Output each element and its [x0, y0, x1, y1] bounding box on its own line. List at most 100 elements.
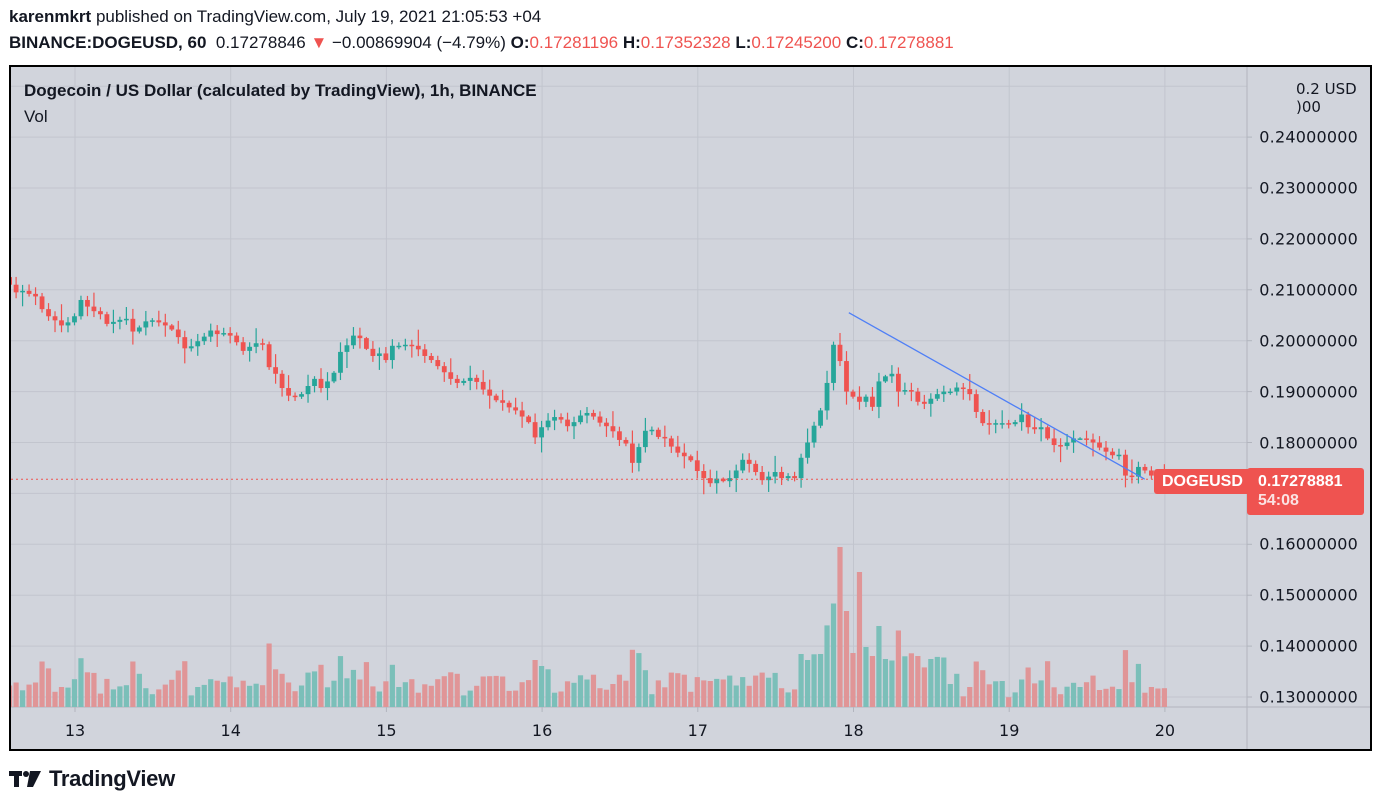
candle-body [111, 321, 116, 324]
candle-body [1116, 454, 1122, 457]
candle-body [266, 344, 272, 368]
volume-bar [811, 654, 817, 707]
volume-bar [428, 685, 434, 707]
volume-bar [915, 656, 921, 707]
volume-bar [843, 611, 850, 707]
candle-body [474, 377, 480, 382]
volume-bar [162, 684, 168, 707]
close-value: 0.17278881 [863, 33, 954, 52]
high-label: H: [622, 33, 641, 52]
price-axis-tick: 0.22000000 [1259, 229, 1358, 249]
volume-bar [584, 679, 590, 707]
time-axis-tick: 16 [531, 721, 553, 740]
candle-body [59, 320, 64, 326]
candle-body [273, 367, 278, 374]
volume-bar [908, 653, 914, 707]
candle-body [604, 422, 609, 427]
volume-bar [1103, 688, 1109, 707]
volume-bar [772, 672, 778, 707]
candle-body [831, 344, 836, 383]
volume-bar [11, 685, 13, 707]
ohlc-header: BINANCE:DOGEUSD, 60 0.17278846 ▼ −0.0086… [9, 33, 954, 53]
volume-bar [688, 691, 694, 707]
candle-body [312, 378, 317, 387]
candle-body [201, 336, 207, 342]
price-axis-tick: 0.23000000 [1259, 178, 1358, 198]
candle-body [299, 394, 304, 397]
tradingview-logo[interactable]: TradingView [9, 766, 175, 792]
candle-body [286, 388, 291, 396]
volume-bar [149, 694, 155, 707]
volume-bar [65, 687, 71, 707]
candle-body [1103, 447, 1109, 452]
volume-bar [104, 678, 110, 707]
candle-body [39, 296, 45, 310]
price-axis-tick: 0.21000000 [1259, 280, 1358, 300]
candle-body [435, 360, 441, 367]
price-axis-tick: 0.20000000 [1259, 331, 1358, 351]
candle-body [1038, 427, 1044, 430]
volume-bar [272, 669, 279, 707]
volume-bar [642, 670, 648, 707]
volume-bar [766, 677, 772, 707]
volume-bar [973, 661, 979, 707]
volume-bar [707, 681, 713, 707]
candle-body [759, 472, 765, 481]
volume-bar [448, 672, 454, 707]
volume-bar [240, 680, 246, 707]
candle-body [947, 391, 953, 394]
symbol-price-badge: DOGEUSD [1154, 469, 1251, 494]
price-change: −0.00869904 (−4.79%) [332, 33, 506, 52]
volume-bar [441, 676, 447, 707]
volume-bar [39, 661, 45, 707]
volume-bar [727, 675, 733, 707]
candle-body [396, 345, 402, 348]
volume-bar [474, 685, 480, 707]
candle-body [584, 412, 590, 416]
volume-bar [143, 688, 149, 707]
candle-body [46, 309, 51, 317]
bar-countdown: 54:08 [1258, 492, 1299, 509]
volume-bar [298, 685, 305, 707]
volume-bar [798, 654, 804, 707]
volume-bar [538, 666, 545, 707]
volume-bar [383, 681, 389, 707]
volume-bar [253, 683, 259, 707]
candle-body [934, 394, 940, 399]
volume-bar [195, 687, 201, 707]
candle-body [85, 299, 90, 307]
candlestick-chart[interactable] [11, 67, 1372, 751]
volume-bar [117, 686, 123, 707]
candle-body [415, 345, 421, 350]
volume-bar [882, 659, 889, 707]
candle-body [214, 330, 220, 335]
volume-bar [889, 660, 895, 707]
publication-info: karenmkrt published on TradingView.com, … [9, 7, 541, 27]
volume-bar [19, 690, 26, 707]
volume-bar [487, 676, 493, 707]
candle-body [33, 293, 38, 297]
candle-body [675, 446, 681, 453]
volume-bar [980, 670, 986, 707]
candle-body [1071, 438, 1076, 443]
volume-bar [921, 667, 927, 707]
volume-bar [123, 685, 129, 707]
time-axis-tick: 19 [999, 721, 1020, 740]
volume-bar [655, 680, 661, 707]
volume-bar [156, 689, 162, 707]
volume-bar [934, 656, 940, 707]
volume-bar [551, 692, 558, 707]
candle-body [824, 382, 830, 411]
candle-body [701, 471, 707, 479]
candle-body [383, 353, 389, 361]
candle-body [539, 427, 544, 438]
volume-bar [902, 656, 908, 707]
time-axis-tick: 15 [376, 721, 397, 740]
volume-bar [746, 685, 752, 707]
candle-body [532, 422, 538, 438]
candle-body [591, 412, 596, 417]
chart-pane[interactable]: Dogecoin / US Dollar (calculated by Trad… [9, 65, 1372, 751]
candle-body [409, 344, 415, 347]
candle-body [811, 425, 817, 443]
volume-bar [694, 677, 700, 707]
